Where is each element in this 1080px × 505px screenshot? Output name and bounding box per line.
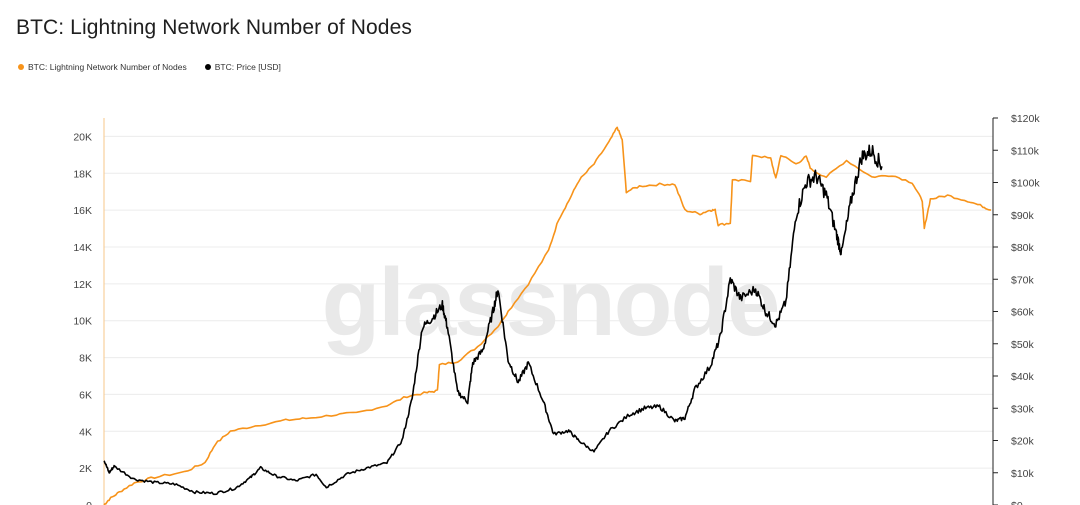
left-tick-label: 8K: [79, 353, 92, 365]
left-tick-label: 14K: [73, 242, 92, 254]
legend-label-price: BTC: Price [USD]: [214, 62, 281, 72]
right-tick-label: $120k: [1011, 113, 1040, 125]
left-tick-label: 16K: [73, 205, 92, 217]
legend-label-nodes: BTC: Lightning Network Number of Nodes: [28, 62, 187, 72]
right-tick-label: $60k: [1011, 307, 1035, 319]
right-tick-label: $80k: [1011, 242, 1035, 254]
right-axis-ticks: $0 $10k $20k $30k $40k $50k $60k $70k $80k $90k $1…: [993, 113, 1040, 505]
right-tick-label: $40k: [1011, 371, 1035, 383]
legend-dot-nodes: [18, 64, 24, 70]
chart-title: BTC: Lightning Network Number of Nodes: [16, 16, 412, 39]
legend-dot-price: [204, 64, 211, 70]
left-tick-label: 2K: [79, 463, 92, 475]
right-tick-label: $110k: [1011, 145, 1040, 157]
left-tick-label: 0: [86, 500, 92, 505]
right-tick-label: $20k: [1011, 436, 1035, 448]
watermark: glassnode: [322, 249, 779, 356]
left-tick-label: 6K: [79, 389, 92, 401]
left-tick-label: 20K: [73, 131, 92, 143]
right-tick-label: $30k: [1011, 403, 1035, 415]
left-tick-label: 4K: [79, 426, 92, 438]
chart-legend: BTC: Lightning Network Number of Nodes B…: [18, 62, 281, 72]
legend-item-price[interactable]: BTC: Price [USD]: [204, 62, 281, 72]
left-axis-ticks: 0 2K 4K 6K 8K 10K 12K 14K 16K 18K 20K: [73, 131, 92, 505]
left-tick-label: 18K: [73, 168, 92, 180]
grid-lines: [104, 135, 993, 469]
right-tick-label: $10k: [1011, 468, 1035, 480]
right-tick-label: $90k: [1011, 210, 1035, 222]
right-tick-label: $100k: [1011, 178, 1040, 190]
price-series-line: [103, 144, 883, 496]
series-lines: [103, 126, 992, 505]
left-tick-label: 10K: [73, 316, 92, 328]
legend-item-nodes[interactable]: BTC: Lightning Network Number of Nodes: [18, 62, 187, 72]
right-tick-label: $50k: [1011, 339, 1035, 351]
right-tick-label: $70k: [1011, 274, 1035, 286]
left-tick-label: 12K: [73, 279, 92, 291]
nodes-series-line: [103, 126, 992, 505]
right-tick-label: $0: [1011, 500, 1023, 505]
